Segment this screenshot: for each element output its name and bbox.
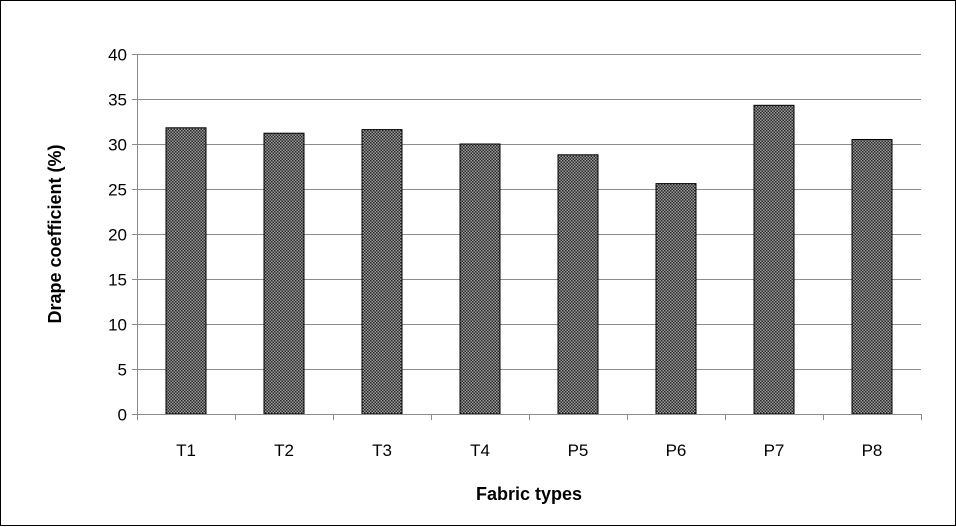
axes: [132, 54, 922, 420]
x-tick-label-T4: T4: [470, 441, 490, 460]
y-tick-label-40: 40: [108, 46, 127, 65]
y-tick-label-15: 15: [108, 271, 127, 290]
x-axis-title: Fabric types: [476, 484, 582, 504]
y-tick-label-0: 0: [118, 406, 127, 425]
y-axis-title: Drape coefficient (%): [45, 144, 65, 323]
bar-T1: [165, 127, 207, 415]
y-tick-label-10: 10: [108, 316, 127, 335]
y-tick-label-25: 25: [108, 181, 127, 200]
x-tick-label-T1: T1: [176, 441, 196, 460]
x-tick-label-P7: P7: [764, 441, 785, 460]
bar-P8: [851, 139, 893, 415]
bar-P6: [655, 183, 697, 415]
bars: [165, 104, 893, 415]
x-tick-label-T2: T2: [274, 441, 294, 460]
bar-P7: [753, 104, 795, 415]
gridlines: [137, 54, 921, 370]
bar-T2: [263, 132, 305, 415]
y-tick-label-35: 35: [108, 91, 127, 110]
x-tick-labels: T1 T2 T3 T4 P5 P6 P7 P8: [176, 441, 882, 460]
x-tick-label-P8: P8: [862, 441, 883, 460]
x-tick-label-T3: T3: [372, 441, 392, 460]
bar-T4: [459, 143, 501, 415]
y-tick-label-20: 20: [108, 226, 127, 245]
x-tick-label-P5: P5: [568, 441, 589, 460]
y-tick-label-30: 30: [108, 136, 127, 155]
bar-P5: [557, 154, 599, 415]
y-tick-label-5: 5: [118, 361, 127, 380]
bar-T3: [361, 129, 403, 415]
y-tick-labels: 0 5 10 15 20 25 30 35 40: [108, 46, 127, 425]
x-tick-label-P6: P6: [666, 441, 687, 460]
